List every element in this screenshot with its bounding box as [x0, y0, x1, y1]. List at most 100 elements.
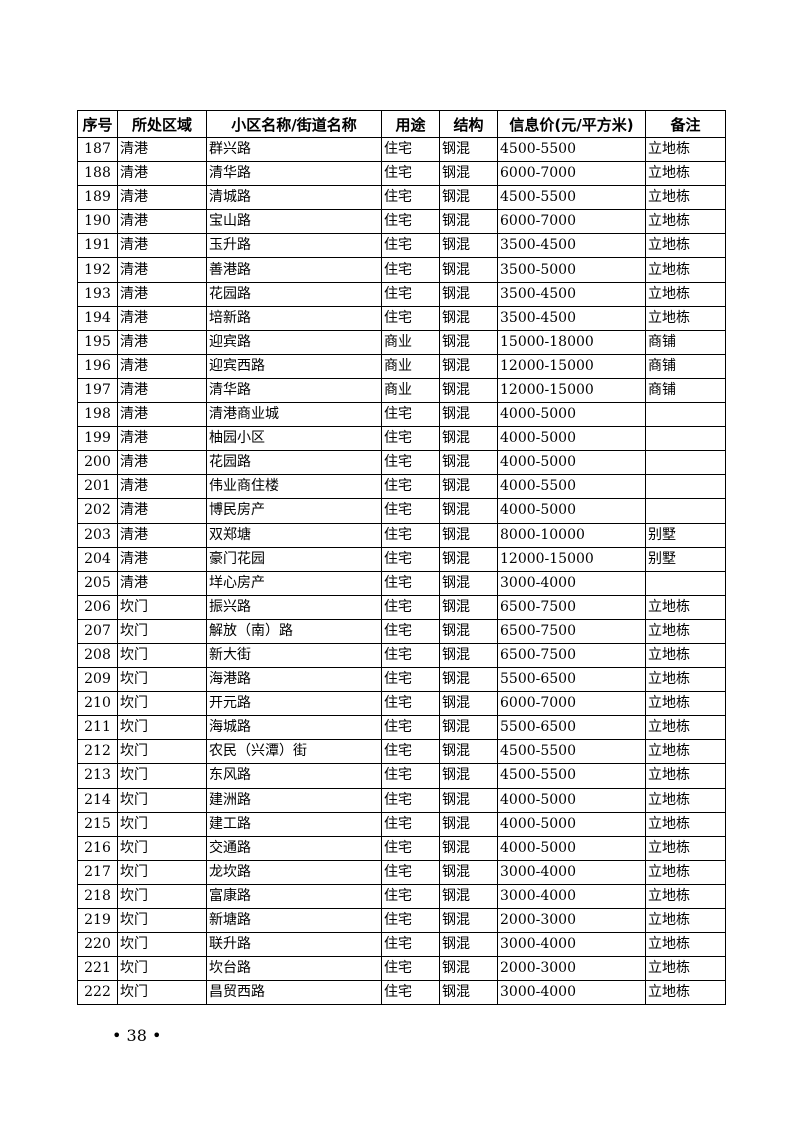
cell-usage: 住宅: [381, 402, 440, 428]
cell-usage: 商业: [381, 353, 440, 379]
cell-structure: 钢混: [439, 570, 498, 596]
table-row: 222 坎门 昌贸西路 住宅 钢混 3000-4000 立地栋: [77, 980, 726, 1006]
cell-area: 坎门: [117, 739, 207, 765]
cell-serial: 195: [77, 329, 118, 355]
cell-usage: 住宅: [381, 691, 440, 717]
cell-serial: 190: [77, 209, 118, 235]
cell-community: 东风路: [206, 763, 382, 789]
cell-community: 坎台路: [206, 956, 382, 982]
cell-structure: 钢混: [439, 883, 498, 910]
cell-price: 6500-7500: [497, 618, 646, 644]
cell-community: 振兴路: [206, 594, 382, 620]
cell-remark: 立地栋: [645, 932, 726, 958]
cell-serial: 193: [77, 281, 118, 307]
cell-community: 富康路: [206, 883, 382, 910]
cell-structure: 钢混: [439, 257, 498, 283]
cell-price: 6500-7500: [497, 642, 646, 669]
cell-serial: 192: [77, 257, 118, 283]
cell-price: 2000-3000: [497, 956, 646, 982]
cell-area: 清港: [117, 570, 207, 596]
cell-community: 清城路: [206, 185, 382, 211]
cell-price: 6000-7000: [497, 209, 646, 235]
cell-structure: 钢混: [439, 618, 498, 644]
cell-community: 海城路: [206, 715, 382, 741]
cell-price: 4000-5500: [497, 474, 646, 500]
cell-remark: 立地栋: [645, 980, 726, 1006]
cell-community: 垟心房产: [206, 570, 382, 596]
cell-remark: 立地栋: [645, 305, 726, 331]
cell-structure: 钢混: [439, 763, 498, 789]
table-row: 203 清港 双郑塘 住宅 钢混 8000-10000 别墅: [77, 522, 726, 548]
table-row: 220 坎门 联升路 住宅 钢混 3000-4000 立地栋: [77, 932, 726, 958]
cell-usage: 住宅: [381, 642, 440, 669]
cell-price: 4000-5000: [497, 426, 646, 452]
cell-structure: 钢混: [439, 594, 498, 620]
cell-usage: 住宅: [381, 956, 440, 982]
cell-remark: 立地栋: [645, 691, 726, 717]
cell-structure: 钢混: [439, 980, 498, 1006]
cell-usage: 住宅: [381, 618, 440, 644]
cell-structure: 钢混: [439, 811, 498, 837]
table-row: 218 坎门 富康路 住宅 钢混 3000-4000 立地栋: [77, 883, 726, 910]
cell-price: 12000-15000: [497, 353, 646, 379]
header-serial: 序号: [77, 110, 118, 138]
cell-usage: 住宅: [381, 522, 440, 548]
cell-price: 4000-5000: [497, 811, 646, 837]
cell-usage: 住宅: [381, 859, 440, 885]
cell-usage: 住宅: [381, 811, 440, 837]
cell-community: 博民房产: [206, 498, 382, 524]
cell-remark: [645, 570, 726, 596]
cell-usage: 住宅: [381, 281, 440, 307]
cell-remark: 立地栋: [645, 281, 726, 307]
cell-area: 清港: [117, 305, 207, 331]
cell-serial: 205: [77, 570, 118, 596]
table-row: 209 坎门 海港路 住宅 钢混 5500-6500 立地栋: [77, 667, 726, 693]
cell-price: 4000-5000: [497, 835, 646, 861]
table-row: 204 清港 豪门花园 住宅 钢混 12000-15000 别墅: [77, 546, 726, 572]
cell-serial: 220: [77, 932, 118, 958]
cell-serial: 215: [77, 811, 118, 837]
cell-price: 8000-10000: [497, 522, 646, 548]
cell-serial: 199: [77, 426, 118, 452]
cell-usage: 住宅: [381, 932, 440, 958]
table-row: 200 清港 花园路 住宅 钢混 4000-5000: [77, 450, 726, 476]
table-row: 213 坎门 东风路 住宅 钢混 4500-5500 立地栋: [77, 763, 726, 789]
cell-community: 柚园小区: [206, 426, 382, 452]
cell-area: 坎门: [117, 691, 207, 717]
table-row: 190 清港 宝山路 住宅 钢混 6000-7000 立地栋: [77, 209, 726, 235]
cell-area: 清港: [117, 546, 207, 572]
cell-remark: [645, 498, 726, 524]
cell-structure: 钢混: [439, 522, 498, 548]
cell-structure: 钢混: [439, 642, 498, 669]
cell-area: 坎门: [117, 980, 207, 1006]
cell-community: 宝山路: [206, 209, 382, 235]
cell-structure: 钢混: [439, 209, 498, 235]
cell-price: 3000-4000: [497, 883, 646, 910]
cell-structure: 钢混: [439, 956, 498, 982]
cell-structure: 钢混: [439, 546, 498, 572]
cell-price: 2000-3000: [497, 907, 646, 934]
cell-remark: 别墅: [645, 546, 726, 572]
cell-serial: 222: [77, 980, 118, 1006]
cell-community: 清华路: [206, 377, 382, 404]
cell-remark: 立地栋: [645, 859, 726, 885]
cell-structure: 钢混: [439, 185, 498, 211]
cell-community: 解放（南）路: [206, 618, 382, 644]
cell-price: 4000-5000: [497, 402, 646, 428]
cell-remark: 立地栋: [645, 907, 726, 934]
cell-area: 坎门: [117, 642, 207, 669]
table-row: 195 清港 迎宾路 商业 钢混 15000-18000 商铺: [77, 329, 726, 355]
cell-area: 清港: [117, 426, 207, 452]
cell-usage: 住宅: [381, 594, 440, 620]
cell-structure: 钢混: [439, 715, 498, 741]
cell-serial: 188: [77, 161, 118, 187]
cell-usage: 住宅: [381, 498, 440, 524]
table-row: 198 清港 清港商业城 住宅 钢混 4000-5000: [77, 402, 726, 428]
cell-price: 3500-5000: [497, 257, 646, 283]
cell-serial: 214: [77, 787, 118, 813]
header-usage: 用途: [381, 110, 440, 138]
cell-price: 6500-7500: [497, 594, 646, 620]
cell-community: 迎宾路: [206, 329, 382, 355]
cell-structure: 钢混: [439, 739, 498, 765]
cell-serial: 216: [77, 835, 118, 861]
